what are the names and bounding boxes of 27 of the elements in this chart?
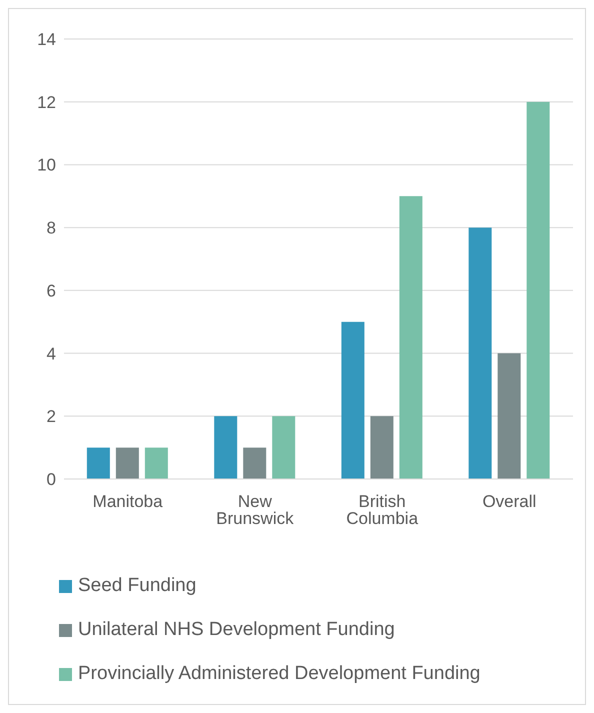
x-tick-label: Manitoba	[92, 492, 164, 512]
y-tick-label: 0	[46, 470, 56, 490]
y-tick-label: 10	[37, 156, 56, 175]
x-tick-label: New Brunswick	[216, 492, 294, 528]
bar	[399, 196, 422, 479]
bar	[468, 228, 492, 479]
bar	[86, 448, 110, 479]
x-tick-label: Overall	[482, 492, 536, 512]
y-tick-label: 8	[46, 218, 56, 238]
legend-label: Provincially Administered Development Funding	[78, 663, 480, 685]
bar	[243, 448, 266, 479]
bar	[116, 448, 139, 479]
y-tick-label: 12	[37, 92, 56, 112]
bar	[144, 448, 168, 479]
y-tick-label: 4	[46, 344, 56, 364]
bar	[214, 416, 238, 479]
bar	[341, 322, 364, 479]
y-tick-label: 14	[37, 30, 56, 50]
bar	[498, 353, 521, 479]
bar	[526, 102, 550, 479]
legend-label: Unilateral NHS Development Funding	[78, 619, 395, 641]
bar	[370, 416, 394, 479]
x-tick-label: British Columbia	[346, 492, 419, 528]
y-tick-label: 6	[46, 281, 56, 300]
legend-label: Seed Funding	[78, 575, 196, 597]
bar	[272, 416, 296, 479]
y-tick-label: 2	[46, 407, 56, 426]
